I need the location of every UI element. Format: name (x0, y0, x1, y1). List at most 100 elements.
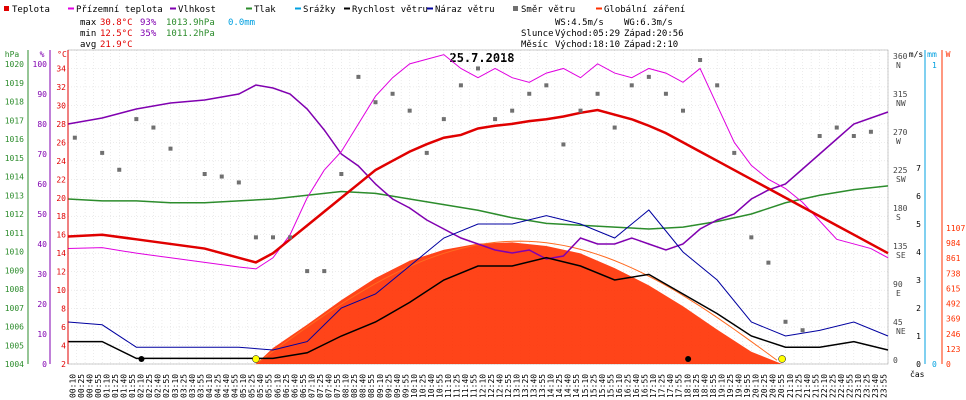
tick-x: 11:40 (461, 374, 470, 398)
moonset-marker (138, 356, 145, 362)
tick-x: 21:55 (811, 374, 820, 398)
tick-x: 05:25 (248, 374, 257, 398)
tick-x: 01:25 (111, 374, 120, 398)
tick-pct: 10 (37, 330, 47, 339)
chart-title: 25.7.2018 (449, 51, 514, 65)
tick-dir-label: E (896, 289, 901, 298)
tick-x: 02:25 (145, 374, 154, 398)
tick-w: 861 (946, 254, 961, 263)
tick-x: 09:40 (393, 374, 402, 398)
tick-c: 32 (56, 83, 66, 92)
wind-direction-point (766, 260, 771, 265)
tick-x: 16:40 (632, 374, 641, 398)
tick-hpa: 1004 (5, 360, 24, 369)
tick-hpa: 1010 (5, 248, 24, 257)
tick-x: 00:25 (77, 374, 86, 398)
stat-min-temp: 12.5°C (100, 29, 133, 39)
legend-label-5: Rychlost větru (352, 5, 428, 15)
legend-label-7: Směr větru (521, 5, 575, 15)
tick-x: 13:40 (530, 374, 539, 398)
tick-c: 12 (56, 268, 66, 277)
tick-c: 14 (56, 249, 66, 258)
tick-x: 01:40 (120, 374, 129, 398)
tick-c: 22 (56, 175, 66, 184)
tick-pct: 0 (42, 360, 47, 369)
tick-x: 10:25 (418, 374, 427, 398)
tick-x: 07:40 (325, 374, 334, 398)
tick-x: 12:40 (495, 374, 504, 398)
tick-x: 08:55 (367, 374, 376, 398)
info-moon-rise: Východ:18:10 (555, 40, 620, 50)
legend-label-8: Globální záření (604, 5, 685, 15)
tick-x: 01:10 (102, 374, 111, 398)
info-sun-set: Západ:20:56 (624, 29, 684, 39)
wind-direction-point (72, 135, 77, 140)
tick-w: 369 (946, 315, 961, 324)
axes: hPa% °C1004100510061007100810091010101110… (5, 50, 965, 398)
wind-direction-point (407, 108, 412, 113)
tick-x: 09:55 (401, 374, 410, 398)
wind-direction-point (134, 117, 139, 122)
tick-ms: 7 (916, 164, 921, 173)
tick-x: 04:55 (231, 374, 240, 398)
tick-w: 246 (946, 330, 961, 339)
tick-hpa: 1009 (5, 266, 24, 275)
legend-label-2: Vlhkost (178, 5, 216, 15)
sunrise-marker (252, 355, 260, 363)
tick-x: 04:25 (213, 374, 222, 398)
wind-direction-point (783, 319, 788, 324)
tick-c: 24 (56, 157, 66, 166)
tick-pct: 20 (37, 300, 47, 309)
series-wind-gust (67, 209, 889, 351)
wind-direction-point (236, 180, 241, 185)
wind-direction-point (629, 83, 634, 88)
tick-x: 03:25 (179, 374, 188, 398)
tick-dir-label: NW (896, 99, 906, 108)
tick-hpa: 1006 (5, 323, 24, 332)
stat-avg-temp: 21.9°C (100, 40, 133, 50)
wind-direction-point (424, 150, 429, 155)
series-wind-speed (68, 256, 889, 360)
tick-w: 738 (946, 269, 961, 278)
tick-pct: 90 (37, 90, 47, 99)
tick-pct: 50 (37, 210, 47, 219)
tick-x: 03:55 (196, 374, 205, 398)
tick-pct: 60 (37, 180, 47, 189)
tick-c: 18 (56, 212, 66, 221)
tick-x: 22:55 (846, 374, 855, 398)
tick-x: 01:55 (128, 374, 137, 398)
tick-ms: 4 (916, 248, 921, 257)
tick-dir-label: W (896, 137, 901, 146)
info-moon-set: Západ:2:10 (624, 40, 678, 50)
info-sun-label: Slunce (521, 29, 554, 39)
tick-x: 16:55 (641, 374, 650, 398)
tick-x: 13:10 (512, 374, 521, 398)
tick-x: 10:55 (436, 374, 445, 398)
wind-direction-point (271, 235, 275, 240)
tick-x: 12:10 (478, 374, 487, 398)
tick-w: 615 (946, 284, 961, 293)
tick-w: 984 (946, 239, 961, 248)
tick-x: 14:40 (564, 374, 573, 398)
wind-direction-point (817, 134, 822, 138)
wind-direction-point (493, 117, 498, 122)
tick-x: 07:10 (307, 374, 316, 398)
tick-c: 4 (61, 342, 66, 351)
tick-x: 05:10 (239, 374, 248, 398)
tick-x: 15:40 (598, 374, 607, 398)
tick-hpa: 1020 (5, 60, 24, 69)
tick-dir: 135 (893, 242, 908, 251)
tick-w: 492 (946, 300, 961, 309)
tick-ms: 2 (916, 304, 921, 313)
tick-x: 02:55 (162, 374, 171, 398)
tick-x: 17:55 (675, 374, 684, 398)
tick-dir-label: SE (896, 251, 906, 260)
tick-ms: 3 (916, 276, 921, 285)
tick-c: 34 (56, 64, 66, 73)
legend-label-6: Náraz větru (435, 5, 495, 15)
tick-dir: 180 (893, 204, 908, 213)
wind-direction-point (800, 328, 805, 333)
tick-x: 11:55 (470, 374, 479, 398)
tick-x: 23:40 (871, 374, 880, 398)
series-pressure (67, 185, 889, 230)
